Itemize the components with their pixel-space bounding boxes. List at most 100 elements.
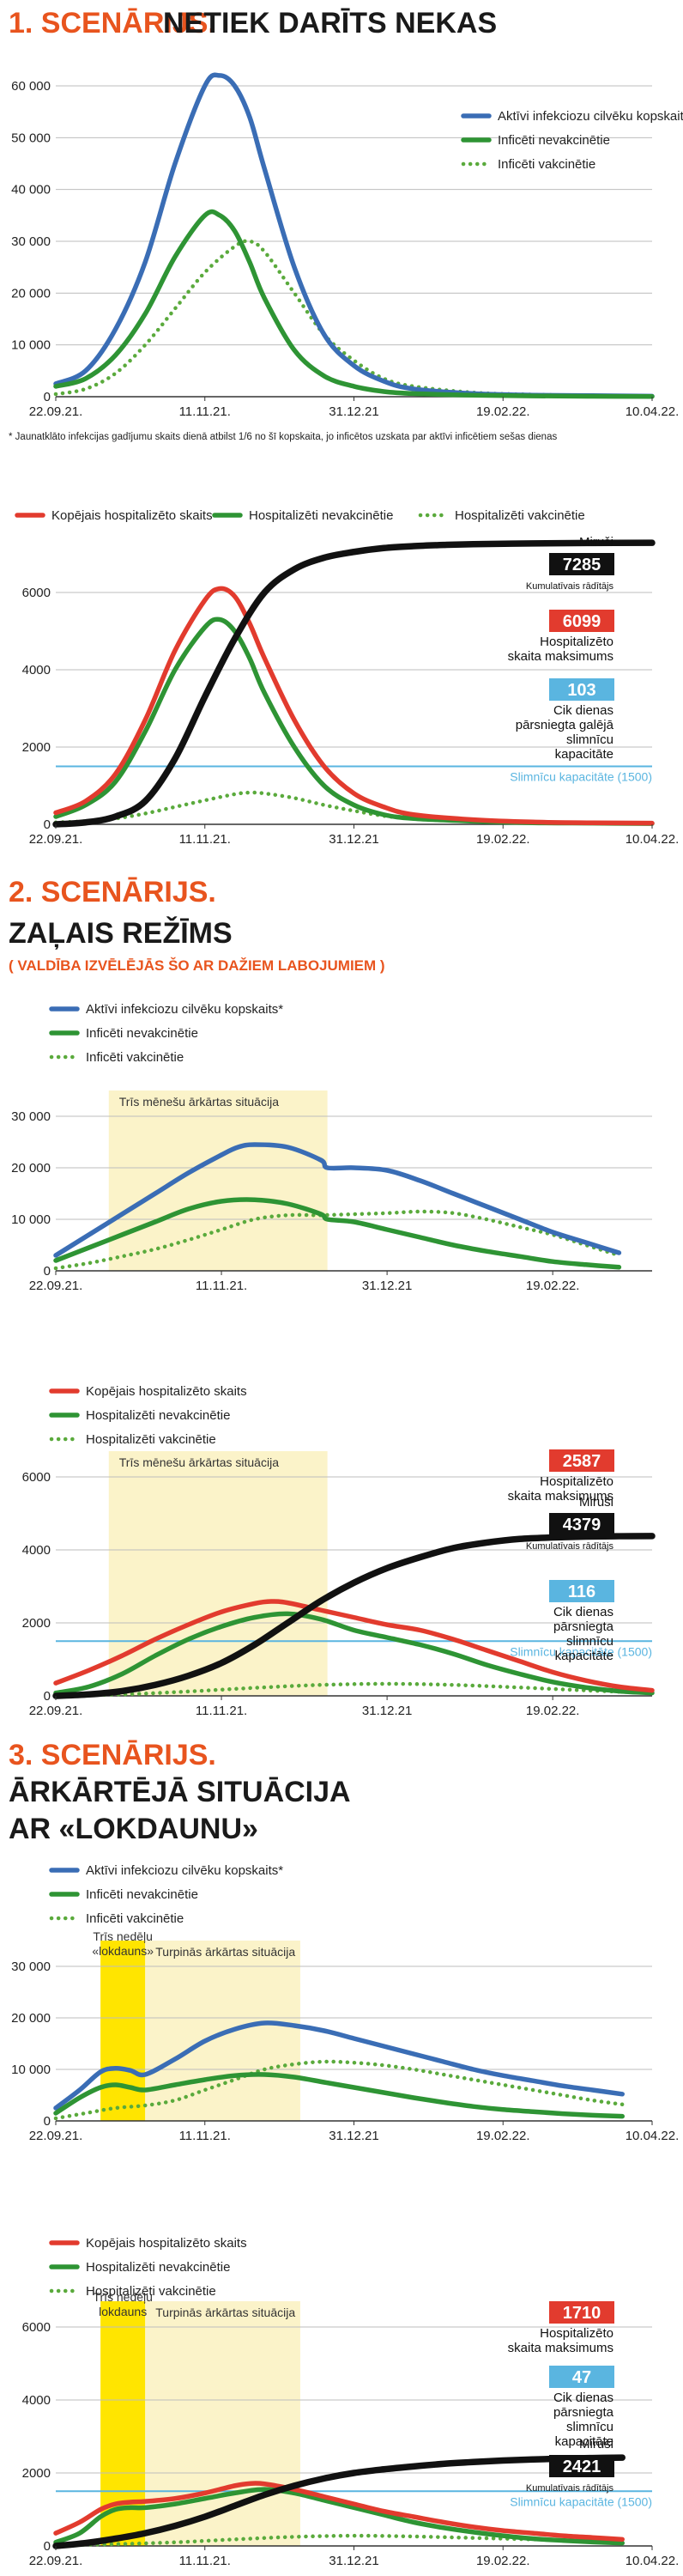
box-prelabel: Miruši (579, 1495, 613, 1510)
legend-label: Inficēti vakcinētie (498, 157, 595, 172)
period-label: Turpinās ārkārtas situācija (155, 1945, 295, 1959)
x-tick-label: 19.02.22. (476, 832, 530, 847)
scenario-title: ZAĻAIS REŽĪMS (9, 917, 233, 950)
metric-box-red (549, 2301, 614, 2324)
x-tick-label: 22.09.21. (29, 2129, 83, 2143)
legend-label: Hospitalizēti nevakcinētie (249, 508, 393, 523)
legend-label: Inficēti nevakcinētie (86, 1026, 198, 1041)
metric-value: 103 (567, 681, 595, 700)
metric-value: 4379 (563, 1516, 601, 1534)
period-label: Turpinās ārkārtas situācija (155, 2306, 295, 2319)
y-tick-label: 20 000 (11, 2011, 51, 2026)
capacity-label: Slimnīcu kapacitāte (1500) (510, 1644, 652, 1658)
x-tick-label: 19.02.22. (476, 2554, 530, 2568)
y-tick-label: 10 000 (11, 2063, 51, 2077)
x-tick-label: 11.11.21. (179, 2129, 231, 2143)
x-tick-label: 10.04.22. (626, 2554, 680, 2568)
scenario-number: 3. SCENĀRIJS. (9, 1739, 216, 1771)
legend-label: Hospitalizēti nevakcinētie (86, 2260, 230, 2275)
y-tick-label: 60 000 (11, 79, 51, 94)
metric-label: Kumulatīvais rādītājs (526, 1541, 614, 1552)
y-tick-label: 4000 (22, 1543, 51, 1558)
x-tick-label: 31.12.21 (362, 1704, 412, 1718)
y-tick-label: 4000 (22, 663, 51, 677)
legend-label: Inficēti nevakcinētie (498, 133, 610, 148)
y-tick-label: 0 (44, 390, 51, 404)
period-label: Trīs mēnešu ārkārtas situācija (119, 1095, 279, 1109)
y-tick-label: 30 000 (11, 1109, 51, 1124)
y-tick-label: 30 000 (11, 234, 51, 249)
metric-box-black (549, 1513, 614, 1535)
metric-value: 2421 (563, 2458, 601, 2476)
metric-label: Kumulatīvais rādītājs (526, 2483, 614, 2494)
legend-label: Kopējais hospitalizēto skaits (86, 1384, 247, 1399)
metric-box-red (549, 1449, 614, 1472)
metric-label: Cik dienas pārsniegta slimnīcu kapacitāte (553, 1605, 614, 1663)
y-tick-label: 30 000 (11, 1959, 51, 1974)
legend-label: Hospitalizēti vakcinētie (86, 1432, 216, 1447)
y-tick-label: 2000 (22, 2466, 51, 2481)
series-line-dots (53, 1681, 655, 1698)
y-tick-label: 6000 (22, 1470, 51, 1485)
metric-box-red (549, 610, 614, 632)
x-tick-label: 11.11.21. (196, 1704, 247, 1718)
y-tick-label: 0 (44, 2114, 51, 2129)
metric-label: Kumulatīvais rādītājs (526, 581, 614, 592)
y-tick-label: 6000 (22, 2320, 51, 2335)
metric-label: Hospitalizēto skaita maksimums (508, 635, 613, 664)
y-tick-label: 10 000 (11, 1212, 51, 1227)
metric-box-blue (549, 1580, 614, 1602)
infections-chart: 0 10 000 20 000 30 000 Trīs mēnešu ārkārtas … (11, 1002, 652, 1293)
box-prelabel: Miruši (579, 535, 613, 550)
metric-box-blue (549, 2366, 614, 2388)
series-line-dots (53, 1209, 621, 1271)
series-line-blue (53, 2020, 625, 2111)
x-tick-label: 22.09.21. (29, 2554, 83, 2568)
x-tick-label: 10.04.22. (626, 2129, 680, 2143)
series-line-green (53, 209, 655, 399)
metric-value: 2587 (563, 1452, 601, 1471)
legend-label: Hospitalizēti nevakcinētie (86, 1408, 230, 1423)
series-line-black (52, 1533, 656, 1699)
metric-box-black (549, 553, 614, 575)
x-tick-label: 22.09.21. (29, 1704, 83, 1718)
infections-chart: 0 10 000 20 000 30 000 Trīs nedēļu «lokdauns»… (11, 1863, 679, 2143)
scenario-subtitle: ( VALDĪBA IZVĒLĒJĀS ŠO AR DAŽIEM LABOJUM… (9, 957, 385, 974)
metric-label: Hospitalizēto skaita maksimums (508, 1474, 613, 1504)
y-tick-label: 20 000 (11, 286, 51, 301)
metric-value: 47 (572, 2368, 591, 2387)
y-tick-label: 0 (44, 1264, 51, 1279)
box-prelabel: Miruši (579, 2437, 613, 2451)
y-tick-label: 50 000 (11, 131, 51, 145)
period-band (108, 1451, 328, 1696)
legend-label: Aktīvi infekciozu cilvēku kopskaits* (86, 1002, 283, 1017)
x-tick-label: 31.12.21 (329, 832, 378, 847)
x-tick-label: 11.11.21. (179, 832, 231, 847)
metric-label: Cik dienas pārsniegta slimnīcu kapacitāte (553, 2391, 614, 2449)
legend-label: Hospitalizēti vakcinētie (86, 2284, 216, 2299)
x-tick-label: 19.02.22. (476, 404, 530, 419)
series-line-green (53, 2487, 625, 2546)
y-tick-label: 6000 (22, 586, 51, 600)
y-tick-label: 0 (44, 1689, 51, 1704)
scenario-number: 2. SCENĀRIJS. (9, 876, 216, 908)
series-line-green (53, 1197, 622, 1270)
capacity-label: Slimnīcu kapacitāte (1500) (510, 770, 652, 784)
capacity-label: Slimnīcu kapacitāte (1500) (510, 2494, 652, 2508)
series-line-dots (53, 2533, 625, 2548)
x-tick-label: 22.09.21. (29, 1279, 83, 1293)
metric-box-black (549, 2455, 614, 2477)
series-line-green (53, 1611, 655, 1696)
legend-label: Hospitalizēti vakcinētie (455, 508, 585, 523)
y-tick-label: 0 (44, 817, 51, 832)
legend-label: Kopējais hospitalizēto skaits (86, 2236, 247, 2251)
scenario-number: 1. SCENĀRIJS. (9, 7, 216, 39)
scenario-header: 3. SCENĀRIJS. ĀRKĀRTĒJĀ SITUĀCIJA AR «LOKD… (9, 1739, 351, 1845)
metric-value: 116 (568, 1583, 595, 1601)
scenario-header: 1. SCENĀRIJS.NETIEK DARĪTS NEKAS * Jaunat… (9, 7, 557, 442)
series-line-red (53, 1599, 655, 1693)
x-tick-label: 31.12.21 (329, 2129, 378, 2143)
legend-label: Aktīvi infekciozu cilvēku kopskaits* (86, 1863, 283, 1878)
y-tick-label: 40 000 (11, 183, 51, 197)
